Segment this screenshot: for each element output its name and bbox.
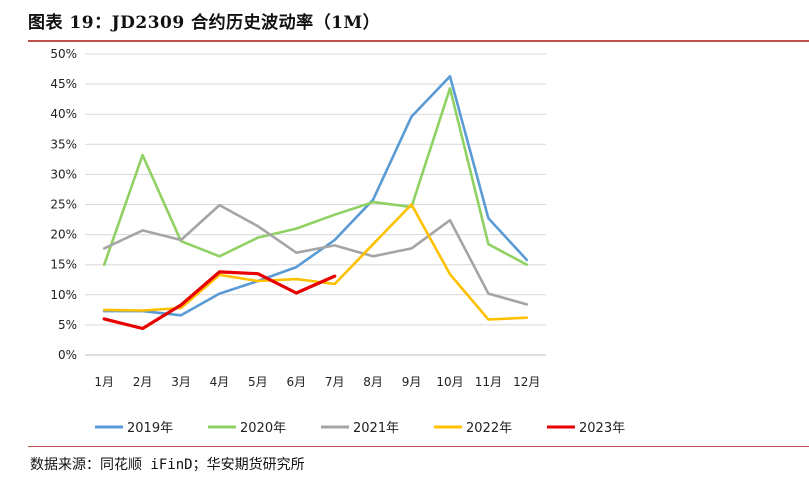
y-tick-label: 5% [58, 318, 77, 332]
series-line [102, 75, 529, 317]
source-rule [28, 446, 809, 447]
y-tick-label: 20% [50, 228, 77, 242]
x-tick-label: 7月 [325, 375, 345, 389]
series-line [102, 203, 529, 306]
x-tick-label: 5月 [248, 375, 268, 389]
x-tick-label: 8月 [363, 375, 383, 389]
x-tick-label: 10月 [436, 375, 463, 389]
source-note: 数据来源：同花顺 iFinD；华安期货研究所 [30, 457, 305, 473]
title-rule [28, 40, 809, 42]
legend-label: 2019年 [127, 421, 173, 436]
chart-title: 图表 19：JD2309 合约历史波动率（1M） [28, 13, 381, 33]
y-tick-label: 30% [50, 167, 77, 181]
y-tick-label: 0% [58, 348, 77, 362]
y-tick-label: 35% [50, 137, 77, 151]
y-tick-label: 25% [50, 198, 77, 212]
x-tick-label: 4月 [210, 375, 230, 389]
y-tick-label: 40% [50, 107, 77, 121]
x-tick-label: 12月 [513, 375, 540, 389]
legend-label: 2022年 [466, 421, 512, 436]
x-tick-label: 11月 [475, 375, 502, 389]
y-tick-label: 45% [50, 77, 77, 91]
y-axis: 0% 5% 10% 15% 20% 25% 30% 35% 40% 45% 50% [50, 47, 77, 362]
series-lines [102, 75, 529, 331]
x-tick-label: 9月 [402, 375, 422, 389]
series-line [102, 270, 337, 331]
y-tick-label: 50% [50, 47, 77, 61]
x-tick-label: 6月 [286, 375, 306, 389]
x-tick-label: 2月 [133, 375, 153, 389]
x-tick-label: 1月 [94, 375, 114, 389]
y-tick-label: 10% [50, 288, 77, 302]
series-line [102, 87, 529, 267]
x-tick-label: 3月 [171, 375, 191, 389]
legend-label: 2020年 [240, 421, 286, 436]
legend-label: 2023年 [579, 421, 625, 436]
x-axis: 1月 2月 3月 4月 5月 6月 7月 8月 9月 10月 11月 12月 [94, 375, 540, 389]
y-tick-label: 15% [50, 258, 77, 272]
legend-label: 2021年 [353, 421, 399, 436]
legend: 2019年 2020年 2021年 2022年 2023年 [95, 421, 625, 436]
